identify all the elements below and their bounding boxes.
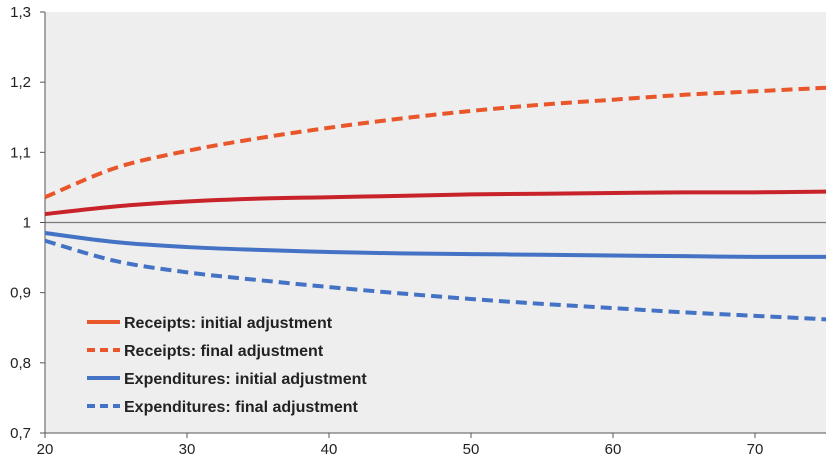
x-tick-label: 50 xyxy=(463,441,480,458)
y-tick-label: 1,1 xyxy=(10,144,31,161)
x-tick-label: 70 xyxy=(747,441,764,458)
y-tick-label: 0,7 xyxy=(10,425,31,442)
legend-label: Expenditures: final adjustment xyxy=(124,399,358,416)
series-line-expenditures-final-adjustment xyxy=(44,238,826,322)
x-tick-label: 20 xyxy=(37,441,54,458)
y-tick-label: 1 xyxy=(23,215,31,232)
y-tick-label: 1,2 xyxy=(10,74,31,91)
series-line-expenditures-initial-adjustment xyxy=(44,231,826,259)
y-tick-label: 1,3 xyxy=(10,4,31,21)
series-line-receipts-final-adjustment xyxy=(44,85,826,200)
series-line-receipts-initial-adjustment xyxy=(44,189,826,217)
x-tick-label: 60 xyxy=(605,441,622,458)
y-tick-label: 0,8 xyxy=(10,355,31,372)
x-tick-label: 30 xyxy=(179,441,196,458)
y-tick-label: 0,9 xyxy=(10,285,31,302)
legend-label: Receipts: final adjustment xyxy=(124,343,324,360)
legend-label: Receipts: initial adjustment xyxy=(124,315,333,332)
x-tick-label: 40 xyxy=(321,441,338,458)
legend-label: Expenditures: initial adjustment xyxy=(124,371,367,388)
